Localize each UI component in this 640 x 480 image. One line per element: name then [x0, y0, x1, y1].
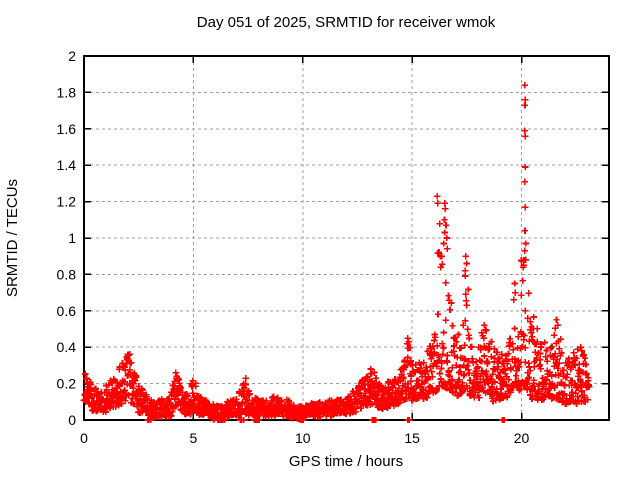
y-tick-label: 1.4: [57, 157, 77, 173]
x-tick-label: 10: [295, 430, 311, 446]
x-tick-labels: 0 5 10 15 20: [80, 430, 529, 446]
y-tick-labels: 0 0.2 0.4 0.6 0.8 1 1.2 1.4 1.6 1.8 2: [57, 48, 77, 428]
y-tick-label: 0.6: [57, 303, 77, 319]
plot-border: [83, 55, 610, 421]
y-tick-label: 1.8: [57, 84, 77, 100]
chart-title: Day 051 of 2025, SRMTID for receiver wmo…: [197, 14, 496, 31]
scatter-points: [80, 81, 593, 424]
y-tick-label: 0.8: [57, 266, 77, 282]
x-tick-label: 0: [80, 430, 88, 446]
y-tick-label: 1.2: [57, 194, 77, 210]
y-axis-label: SRMTID / TECUs: [4, 179, 21, 297]
x-axis-label: GPS time / hours: [289, 453, 403, 470]
scatter-points-path: [80, 81, 593, 424]
y-tick-label: 0.4: [57, 339, 77, 355]
x-tick-label: 5: [189, 430, 197, 446]
grid-lines: [84, 56, 609, 420]
plot-border-rect: [83, 55, 610, 421]
y-tick-label: 0.2: [57, 376, 77, 392]
y-tick-label: 1: [68, 230, 76, 246]
x-tick-label: 15: [404, 430, 420, 446]
y-tick-label: 0: [68, 412, 76, 428]
x-tick-label: 20: [514, 430, 530, 446]
y-tick-label: 1.6: [57, 121, 77, 137]
y-tick-label: 2: [68, 48, 76, 64]
